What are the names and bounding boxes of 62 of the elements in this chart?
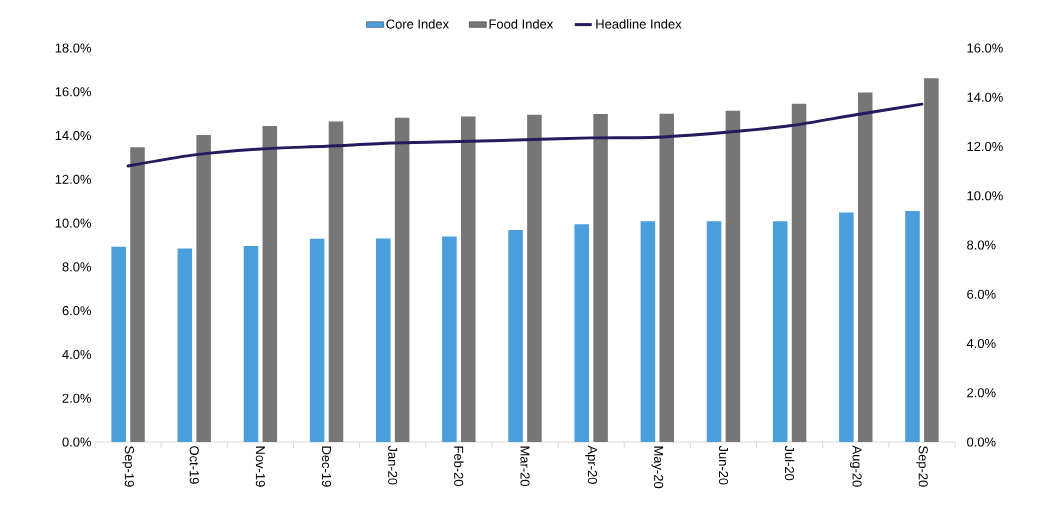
y2-tick-label: 4.0% bbox=[966, 338, 996, 349]
x-tick-label: Jul-20 bbox=[784, 445, 795, 481]
x-tick-label: Dec-19 bbox=[321, 446, 332, 487]
bar bbox=[839, 212, 854, 442]
bar bbox=[791, 103, 807, 442]
y-tick-label: 18.0% bbox=[55, 43, 92, 53]
bar bbox=[508, 229, 523, 442]
y-tick-label: 8.0% bbox=[62, 262, 92, 272]
y-tick-label: 2.0% bbox=[62, 393, 92, 403]
bar bbox=[461, 116, 476, 442]
legend-label: Core Index bbox=[386, 19, 449, 29]
bar bbox=[640, 221, 656, 442]
bar bbox=[328, 121, 344, 442]
legend-label: Food Index bbox=[489, 19, 554, 29]
bar bbox=[375, 238, 391, 442]
legend-label: Headline Index bbox=[596, 19, 682, 29]
bar bbox=[593, 113, 608, 442]
bar bbox=[111, 246, 126, 442]
bar bbox=[574, 224, 590, 442]
y2-tick-label: 16.0% bbox=[967, 43, 1003, 53]
y-tick-label: 10.0% bbox=[55, 218, 92, 228]
y-tick-label: 12.0% bbox=[55, 174, 92, 184]
y2-tick-label: 0.0% bbox=[967, 437, 996, 447]
bar bbox=[130, 147, 145, 442]
x-tick-label: Mar-20 bbox=[520, 446, 530, 487]
x-tick-label: Feb-20 bbox=[454, 446, 464, 487]
bar bbox=[905, 211, 920, 442]
bar bbox=[309, 238, 325, 442]
bar bbox=[177, 248, 193, 442]
x-tick-label: May-20 bbox=[651, 446, 664, 489]
bar bbox=[394, 117, 410, 442]
y-tick-label: 4.0% bbox=[62, 349, 92, 360]
y2-tick-label: 8.0% bbox=[967, 240, 996, 250]
y-tick-label: 6.0% bbox=[62, 306, 92, 316]
y2-tick-label: 6.0% bbox=[967, 289, 996, 299]
x-tick-label: Apr-20 bbox=[585, 445, 598, 484]
x-tick-label: Aug-20 bbox=[849, 445, 862, 487]
bar bbox=[442, 236, 457, 442]
x-tick-label: Jun-20 bbox=[718, 445, 729, 485]
x-tick-label: Sep-20 bbox=[916, 446, 928, 487]
y2-tick-label: 2.0% bbox=[967, 388, 996, 398]
bar bbox=[706, 221, 722, 442]
bar bbox=[772, 221, 788, 442]
line-series bbox=[126, 102, 924, 168]
bar bbox=[196, 134, 211, 442]
y-tick-label: 16.0% bbox=[55, 87, 92, 97]
bar bbox=[857, 92, 873, 442]
x-tick-label: Sep-19 bbox=[122, 446, 134, 487]
x-tick-label: Oct-19 bbox=[189, 446, 199, 484]
x-tick-label: Jan-20 bbox=[388, 445, 398, 485]
bar bbox=[659, 113, 675, 442]
bar bbox=[262, 125, 278, 442]
bar bbox=[924, 78, 939, 442]
y2-tick-label: 12.0% bbox=[967, 141, 1003, 152]
y-tick-label: 0.0% bbox=[62, 437, 92, 447]
y2-tick-label: 10.0% bbox=[967, 191, 1003, 201]
bar bbox=[725, 110, 741, 442]
x-tick-label: Nov-19 bbox=[255, 446, 265, 487]
bar bbox=[527, 114, 542, 442]
y2-tick-label: 14.0% bbox=[967, 92, 1003, 102]
bar bbox=[243, 246, 259, 442]
y-tick-label: 14.0% bbox=[55, 130, 92, 141]
